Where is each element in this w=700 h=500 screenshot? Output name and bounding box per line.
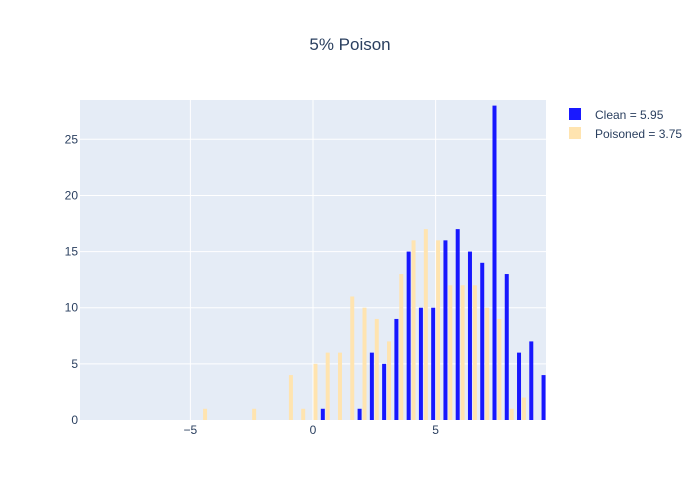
- clean-bar: [504, 274, 509, 420]
- poisoned-bar: [472, 285, 477, 420]
- clean-bar: [431, 307, 436, 420]
- x-tick-label: 0: [310, 423, 317, 437]
- poisoned-bar: [399, 274, 404, 420]
- gridlines: [80, 100, 546, 420]
- chart-title: 5% Poison: [309, 35, 390, 54]
- poisoned-bar: [350, 296, 355, 420]
- poisoned-bar: [521, 397, 526, 420]
- poisoned-bar: [460, 285, 465, 420]
- poisoned-bar: [325, 352, 330, 420]
- clean-bar: [406, 251, 411, 420]
- x-axis-ticks: −5 0 5: [184, 423, 440, 437]
- poisoned-bar: [288, 375, 293, 420]
- poisoned-bar: [436, 240, 441, 420]
- x-tick-label: −5: [184, 423, 198, 437]
- y-tick-label: 15: [65, 245, 79, 259]
- y-tick-label: 0: [71, 413, 78, 427]
- y-tick-label: 25: [65, 132, 79, 146]
- y-tick-label: 20: [65, 188, 79, 202]
- legend[interactable]: Clean = 5.95 Poisoned = 3.75: [569, 108, 682, 141]
- clean-bar: [455, 229, 460, 420]
- y-axis-ticks: 0 5 10 15 20 25: [65, 132, 79, 427]
- clean-bar: [418, 307, 423, 420]
- clean-bar: [541, 375, 546, 420]
- clean-bar: [443, 240, 448, 420]
- clean-bar: [320, 408, 325, 420]
- clean-bar: [394, 318, 399, 420]
- poisoned-bar: [362, 307, 367, 420]
- poisoned-bar: [301, 408, 306, 420]
- poisoned-bar: [485, 307, 490, 420]
- clean-bar: [357, 408, 362, 420]
- poisoned-bar: [509, 408, 514, 420]
- legend-label-clean: Clean = 5.95: [595, 108, 664, 122]
- y-tick-label: 10: [65, 301, 79, 315]
- poisoned-bar: [448, 285, 453, 420]
- legend-swatch-clean: [569, 108, 581, 120]
- clean-series: [320, 105, 546, 420]
- clean-bar: [480, 262, 485, 420]
- x-tick-label: 5: [432, 423, 439, 437]
- clean-bar: [369, 352, 374, 420]
- clean-bar: [529, 341, 534, 420]
- y-tick-label: 5: [71, 357, 78, 371]
- poisoned-bar: [252, 408, 257, 420]
- legend-swatch-poisoned: [569, 127, 581, 139]
- legend-item-poisoned[interactable]: Poisoned = 3.75: [569, 127, 682, 141]
- poisoned-bar: [411, 240, 416, 420]
- clean-bar: [517, 352, 522, 420]
- poisoned-series: [203, 229, 526, 420]
- legend-item-clean[interactable]: Clean = 5.95: [569, 108, 664, 122]
- poisoned-bar: [374, 318, 379, 420]
- poisoned-bar: [497, 318, 502, 420]
- poisoned-bar: [313, 363, 318, 420]
- clean-bar: [492, 105, 497, 420]
- clean-bar: [382, 363, 387, 420]
- poisoned-bar: [387, 341, 392, 420]
- clean-bar: [467, 251, 472, 420]
- poisoned-bar: [337, 352, 342, 420]
- legend-label-poisoned: Poisoned = 3.75: [595, 127, 682, 141]
- poisoned-bar: [423, 229, 428, 420]
- poisoned-bar: [203, 408, 208, 420]
